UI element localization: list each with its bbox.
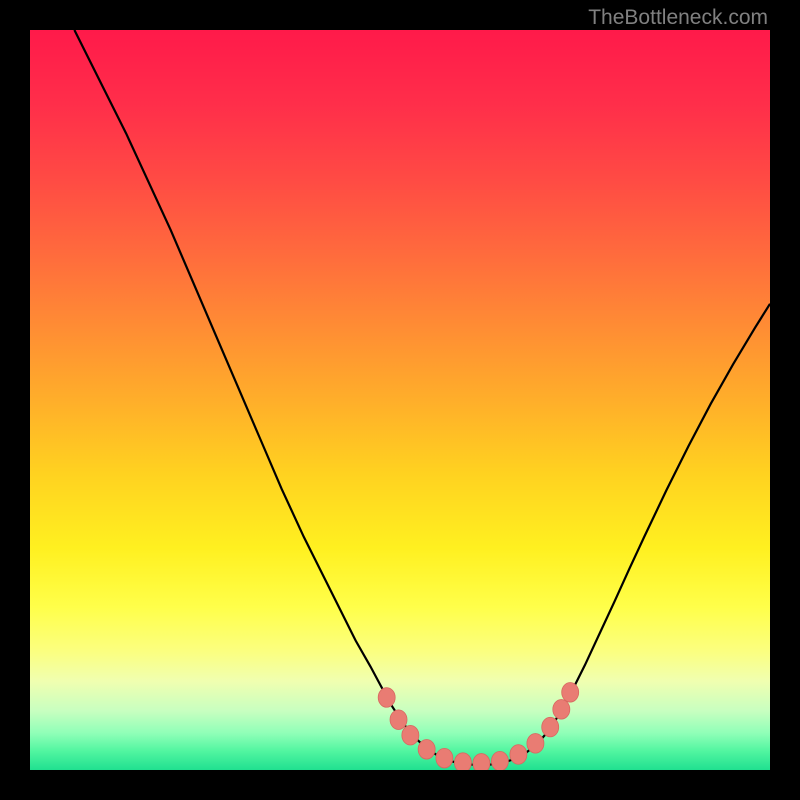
curve-layer: [30, 30, 770, 770]
curve-marker: [510, 745, 527, 765]
curve-marker: [527, 734, 544, 754]
curve-marker: [454, 753, 471, 770]
watermark-text: TheBottleneck.com: [588, 6, 768, 30]
curve-marker: [491, 751, 508, 770]
curve-marker: [402, 725, 419, 745]
curve-marker: [436, 748, 453, 768]
curve-marker: [390, 710, 407, 730]
marker-group: [378, 683, 579, 770]
chart-container: TheBottleneck.com: [0, 0, 800, 800]
bottleneck-curve: [74, 30, 770, 765]
curve-marker: [378, 688, 395, 708]
curve-marker: [542, 717, 559, 737]
curve-marker: [473, 754, 490, 770]
plot-area: [30, 30, 770, 770]
curve-marker: [553, 700, 570, 720]
curve-marker: [418, 740, 435, 760]
curve-marker: [562, 683, 579, 703]
